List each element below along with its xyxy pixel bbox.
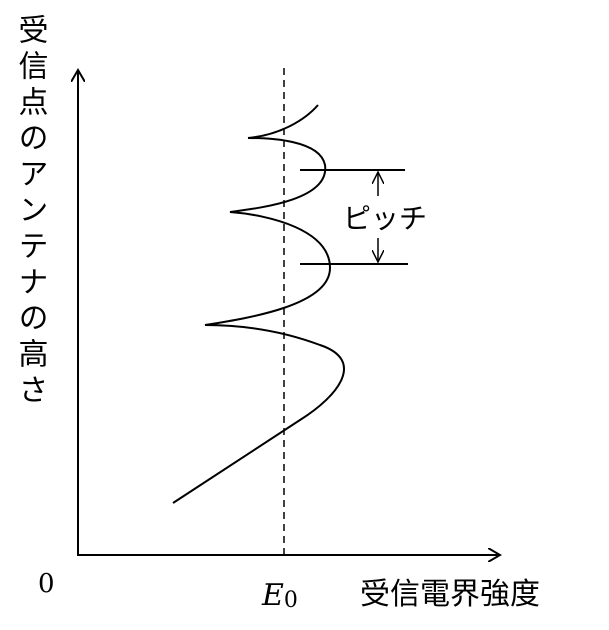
e0-label: E0 [261, 578, 298, 613]
e0-symbol: E [261, 578, 284, 613]
y-axis-label: 受信点のアンテナの高さ [13, 14, 49, 410]
x-axis-label: 受信電界強度 [360, 577, 540, 612]
origin-label: 0 [38, 569, 55, 599]
height-pattern-curve [172, 104, 345, 504]
e0-subscript: 0 [284, 588, 298, 613]
pitch-label: ピッチ [343, 202, 427, 235]
